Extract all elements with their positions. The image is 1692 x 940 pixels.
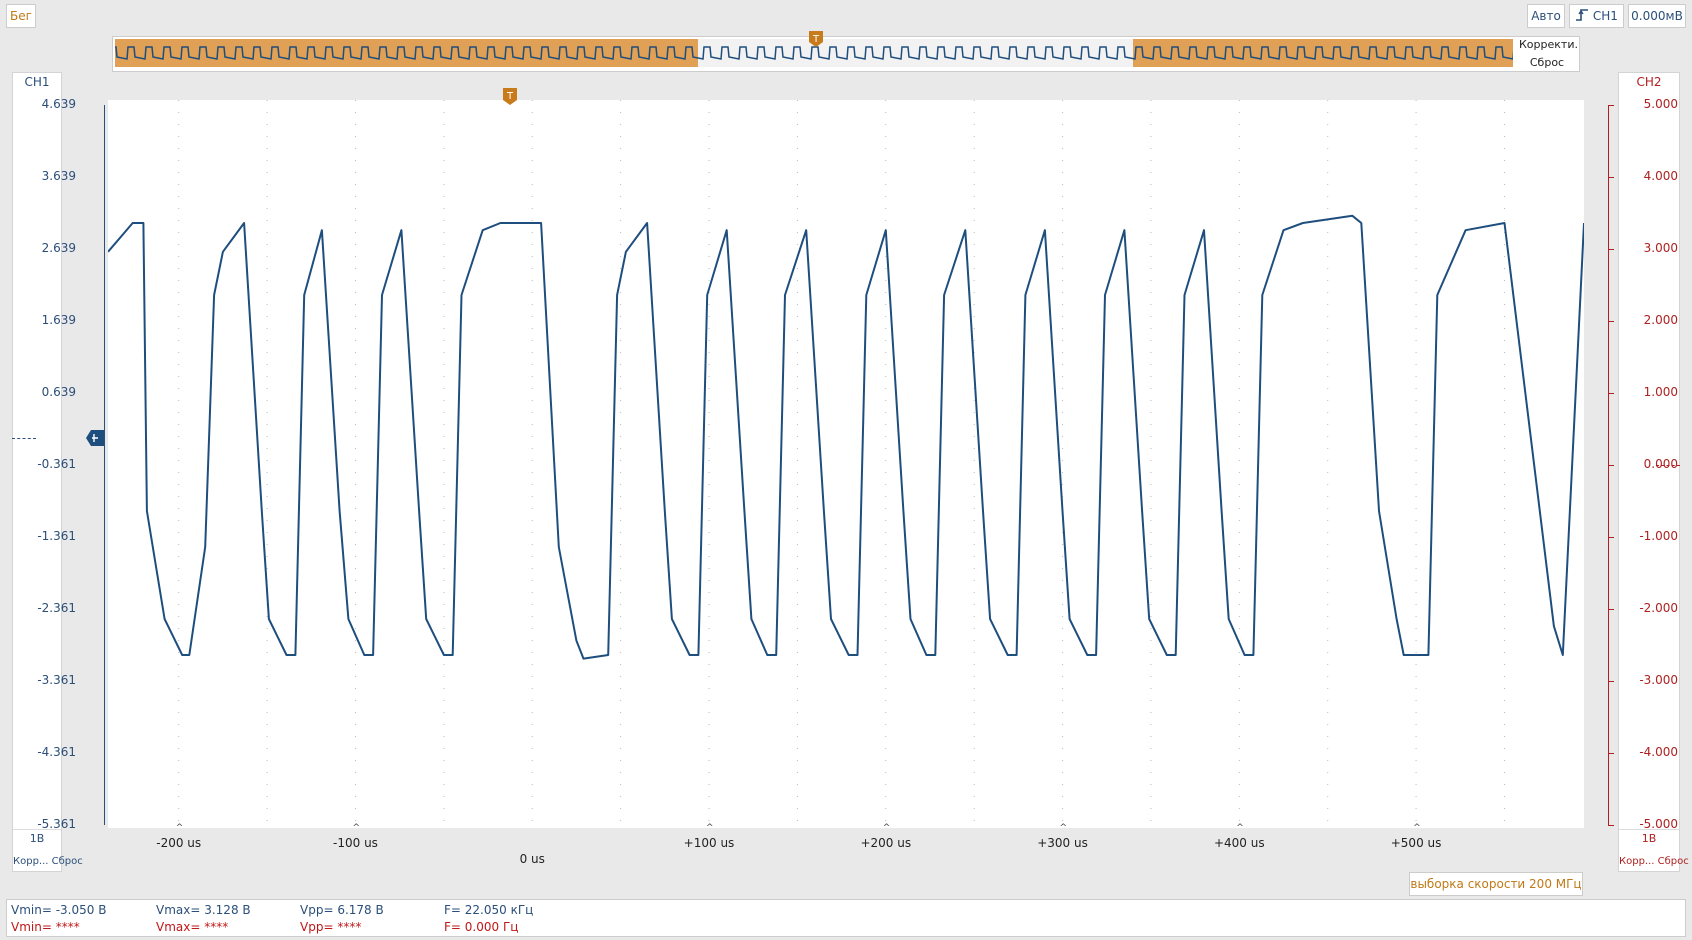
ch1-y-tick-label: 4.639 — [41, 97, 76, 111]
ch1-y-tick-label: -0.361 — [37, 457, 76, 471]
ch2-y-tick — [1608, 825, 1614, 826]
x-tick-label: -100 us — [333, 836, 378, 850]
x-tick-mark: ^ — [175, 823, 184, 833]
ch1-y-tick-label: 2.639 — [41, 241, 76, 255]
overview-viewport — [698, 39, 1133, 67]
run-button[interactable]: Бег — [6, 4, 36, 28]
ch2-y-tick-label: 2.000 — [1643, 313, 1678, 327]
ch1-correct-button[interactable]: Корр... — [13, 856, 49, 867]
x-tick-mark: ^ — [1413, 823, 1421, 833]
x-tick-label: 0 us — [519, 852, 545, 866]
trigger-source-label: CH1 — [1592, 9, 1618, 23]
ch2-axis-line — [1608, 105, 1609, 825]
ch2-scale[interactable]: 1В — [1619, 829, 1679, 845]
trigger-level-field[interactable]: 0.000мВ — [1628, 4, 1686, 28]
waveform-canvas — [108, 100, 1584, 828]
ch2-y-tick-label: -3.000 — [1639, 673, 1678, 687]
ch2-y-tick — [1608, 249, 1614, 250]
x-tick-mark: ^ — [882, 823, 891, 833]
trigger-position-marker[interactable]: T — [503, 88, 517, 105]
ch2-freq: F= 0.000 Гц — [444, 920, 519, 934]
ch1-vmax: Vmax= 3.128 В — [156, 903, 251, 917]
ch2-title[interactable]: CH2 — [1636, 75, 1662, 89]
x-tick-label: +400 us — [1213, 836, 1265, 850]
ch2-vmax: Vmax= **** — [156, 920, 229, 934]
plot-area[interactable] — [108, 100, 1584, 828]
ch2-correct-reset[interactable]: Корр... Сброс — [1619, 856, 1689, 867]
ch1-y-tick-label: -4.361 — [37, 745, 76, 759]
ch2-y-tick — [1608, 753, 1614, 754]
ch1-y-tick-label: -2.361 — [37, 601, 76, 615]
ch2-y-tick — [1608, 537, 1614, 538]
ch2-y-tick — [1608, 681, 1614, 682]
ch1-y-tick-label: 3.639 — [41, 169, 76, 183]
ch2-offset-dash — [1656, 465, 1680, 466]
ch1-reset-button[interactable]: Сброс — [51, 856, 83, 867]
ch2-y-tick-label: -5.000 — [1639, 817, 1678, 831]
overview-trigger-marker[interactable]: T — [809, 31, 823, 47]
ch1-vpp: Vpp= 6.178 В — [300, 903, 384, 917]
x-tick-mark: ^ — [1236, 823, 1244, 833]
x-tick-label: +200 us — [860, 836, 912, 850]
ch2-y-tick-label: 3.000 — [1643, 241, 1678, 255]
ch2-y-tick — [1608, 465, 1614, 466]
overview-waveform — [115, 39, 1513, 67]
sample-rate-label: выборка скорости 200 МГц — [1409, 872, 1583, 896]
ch2-y-tick-label: 0.000 — [1643, 457, 1678, 471]
ch2-y-tick — [1608, 609, 1614, 610]
rising-edge-icon — [1576, 9, 1589, 21]
ch1-y-tick-label: 1.639 — [41, 313, 76, 327]
ch1-offset-dash — [12, 438, 36, 439]
ch1-y-tick-label: -5.361 — [37, 817, 76, 831]
ch1-freq: F= 22.050 кГц — [444, 903, 534, 917]
ch1-offset-marker[interactable] — [86, 430, 104, 446]
ch2-y-tick — [1608, 105, 1614, 106]
ch1-y-tick-label: -1.361 — [37, 529, 76, 543]
x-tick-mark: ^ — [1059, 823, 1068, 833]
ch1-vmin: Vmin= -3.050 В — [11, 903, 107, 917]
overview-highlight — [115, 39, 698, 67]
ch1-panel: CH1 1В Корр... Сброс — [12, 72, 83, 872]
overview-waveform-line — [115, 46, 1513, 60]
ch2-y-tick-label: 4.000 — [1643, 169, 1678, 183]
trigger-mode-button[interactable]: Авто — [1527, 4, 1565, 28]
ch2-y-tick — [1608, 393, 1614, 394]
ch2-y-tick — [1608, 177, 1614, 178]
ch2-vpp: Vpp= **** — [300, 920, 362, 934]
ch1-scale[interactable]: 1В — [13, 829, 61, 845]
ch2-y-tick-label: 1.000 — [1643, 385, 1678, 399]
ch2-y-tick-label: -1.000 — [1639, 529, 1678, 543]
overview-trigger-marker-label: T — [812, 34, 820, 45]
x-tick-label: +300 us — [1037, 836, 1088, 850]
measurements-panel: Vmin= -3.050 В Vmax= 3.128 В Vpp= 6.178 … — [6, 899, 1686, 937]
ch2-vmin: Vmin= **** — [11, 920, 80, 934]
x-tick-mark: ^ — [352, 823, 361, 833]
x-tick-label: -200 us — [156, 836, 202, 850]
ch1-axis-line — [104, 105, 105, 825]
ch2-correct-button[interactable]: Корр... — [1619, 856, 1655, 867]
trigger-position-marker-label: T — [506, 91, 514, 102]
ch2-y-tick-label: 5.000 — [1643, 97, 1678, 111]
ch1-waveform — [108, 214, 1584, 660]
ch1-y-tick-label: 0.639 — [41, 385, 76, 399]
ch2-panel: CH2 1В Корр... Сброс — [1618, 72, 1689, 872]
waveform-overview[interactable] — [112, 36, 1580, 72]
overview-correct-button[interactable]: Корректи... — [1519, 38, 1579, 51]
ch1-title[interactable]: CH1 — [24, 75, 50, 89]
overview-reset-button[interactable]: Сброс — [1529, 56, 1565, 69]
x-tick-label: +100 us — [683, 836, 735, 850]
x-tick-label: +500 us — [1390, 836, 1442, 850]
ch2-y-tick-label: -2.000 — [1639, 601, 1678, 615]
trigger-source-button[interactable]: CH1 — [1569, 4, 1624, 28]
ch1-y-tick-label: -3.361 — [37, 673, 76, 687]
x-tick-mark: ^ — [706, 823, 714, 833]
ch2-reset-button[interactable]: Сброс — [1657, 856, 1689, 867]
ch2-y-tick — [1608, 321, 1614, 322]
ch2-y-tick-label: -4.000 — [1639, 745, 1678, 759]
ch1-correct-reset[interactable]: Корр... Сброс — [13, 856, 83, 867]
